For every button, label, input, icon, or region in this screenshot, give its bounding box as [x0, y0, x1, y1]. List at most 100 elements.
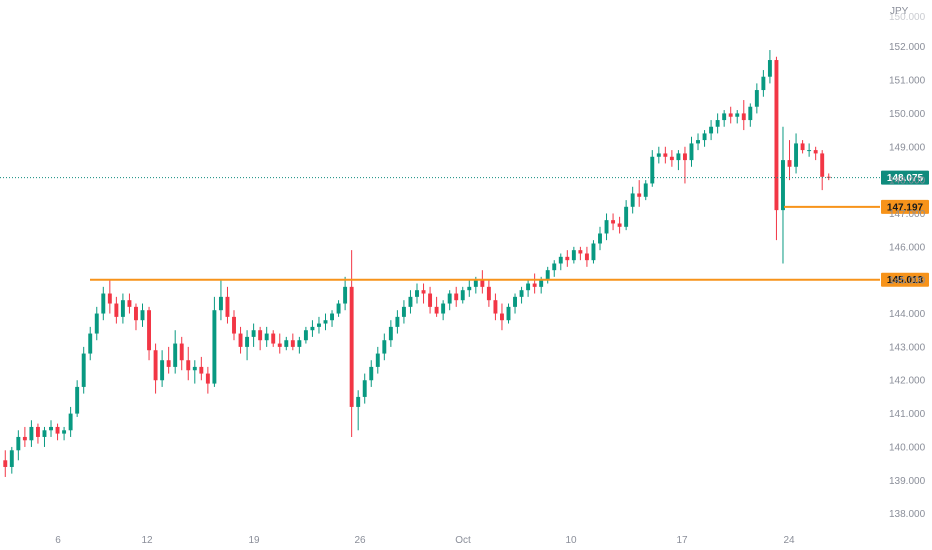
y-tick-label: 140.000: [889, 442, 926, 453]
candle: [29, 420, 34, 447]
candle: [584, 246, 589, 267]
candle: [388, 320, 393, 347]
candle: [552, 260, 557, 277]
candle: [336, 300, 341, 317]
candle: [526, 280, 531, 297]
candle: [16, 430, 21, 461]
y-tick-label: 148.000: [889, 176, 926, 187]
candle: [513, 293, 517, 314]
candles-layer: [3, 50, 831, 477]
candle: [415, 283, 419, 304]
candle: [637, 180, 642, 207]
candle: [728, 106, 733, 124]
candle: [735, 110, 740, 124]
candle: [441, 300, 446, 321]
candle: [532, 273, 537, 294]
candle: [722, 110, 727, 127]
level-tag[interactable]: 147.197: [881, 199, 929, 214]
last-price-tag[interactable]: 148.075: [881, 170, 929, 185]
level-tag-text: 147.197: [887, 202, 924, 213]
candle: [480, 270, 485, 294]
candle: [447, 290, 452, 311]
candle: [101, 286, 106, 321]
candle: [330, 310, 334, 327]
candle: [49, 420, 53, 437]
candle: [225, 286, 230, 324]
candle: [271, 330, 276, 347]
candle: [153, 343, 158, 394]
candle: [303, 326, 308, 344]
candle: [669, 150, 674, 167]
candle: [349, 250, 354, 437]
y-tick-label: 151.000: [889, 76, 926, 87]
candle: [807, 143, 812, 157]
candle: [643, 180, 648, 201]
x-tick-label: 10: [565, 535, 577, 546]
x-axis[interactable]: 6 12 19 26 Oct 10 17 24: [55, 535, 795, 546]
candle: [186, 346, 191, 381]
candle: [218, 280, 223, 321]
candle: [401, 300, 406, 324]
candle: [578, 246, 583, 261]
candle: [120, 293, 125, 324]
y-tick-label: 150.000: [889, 12, 926, 23]
y-axis[interactable]: 150.000 152.000 151.000 150.000 149.000 148.0…: [889, 12, 926, 520]
candle: [611, 213, 616, 231]
candle: [127, 293, 132, 314]
candle: [434, 296, 439, 317]
candle: [454, 286, 459, 307]
candle: [774, 56, 779, 241]
x-tick-label: 24: [783, 535, 795, 546]
y-tick-label: 147.000: [889, 209, 926, 220]
candle: [323, 313, 328, 331]
candle: [277, 333, 282, 354]
candle: [428, 286, 433, 314]
candle: [245, 330, 250, 361]
candle: [486, 280, 491, 307]
last-price-tag-text: 148.075: [887, 173, 924, 184]
candle: [460, 286, 465, 304]
candle: [310, 320, 315, 337]
candle: [114, 296, 119, 324]
candle: [62, 426, 67, 441]
y-tick-label: 141.000: [889, 409, 926, 420]
level-tag[interactable]: 145.013: [881, 272, 929, 287]
candle: [624, 200, 629, 231]
candle: [767, 50, 772, 84]
candle: [506, 303, 511, 324]
candle: [709, 120, 714, 141]
candle: [408, 290, 413, 314]
y-tick-label: 138.000: [889, 509, 926, 520]
candle: [519, 286, 524, 304]
candle: [369, 360, 374, 387]
y-tick-label: 139.000: [889, 476, 926, 487]
candle: [212, 296, 217, 387]
y-tick-label: 144.000: [889, 309, 926, 320]
candle: [290, 333, 295, 351]
candle: [232, 310, 236, 341]
candle: [493, 293, 498, 321]
currency-label: JPY: [890, 6, 909, 17]
candle: [199, 356, 204, 381]
candle: [94, 306, 99, 341]
candle: [81, 346, 86, 394]
candle: [545, 266, 550, 284]
y-tick-label: 150.000: [889, 109, 926, 120]
x-tick-label: 12: [141, 535, 153, 546]
candle: [22, 426, 27, 447]
candle: [179, 336, 184, 371]
y-tick-label: 152.000: [889, 42, 926, 53]
candle: [689, 136, 694, 167]
candle: [748, 103, 753, 127]
candle: [781, 126, 785, 264]
candle: [107, 280, 112, 314]
candle: [68, 406, 73, 437]
candle: [820, 150, 825, 191]
x-tick-label: 6: [55, 535, 61, 546]
candle: [75, 380, 80, 417]
candle: [264, 326, 269, 347]
candle: [317, 316, 321, 334]
candle: [598, 226, 602, 251]
candle: [421, 283, 426, 304]
